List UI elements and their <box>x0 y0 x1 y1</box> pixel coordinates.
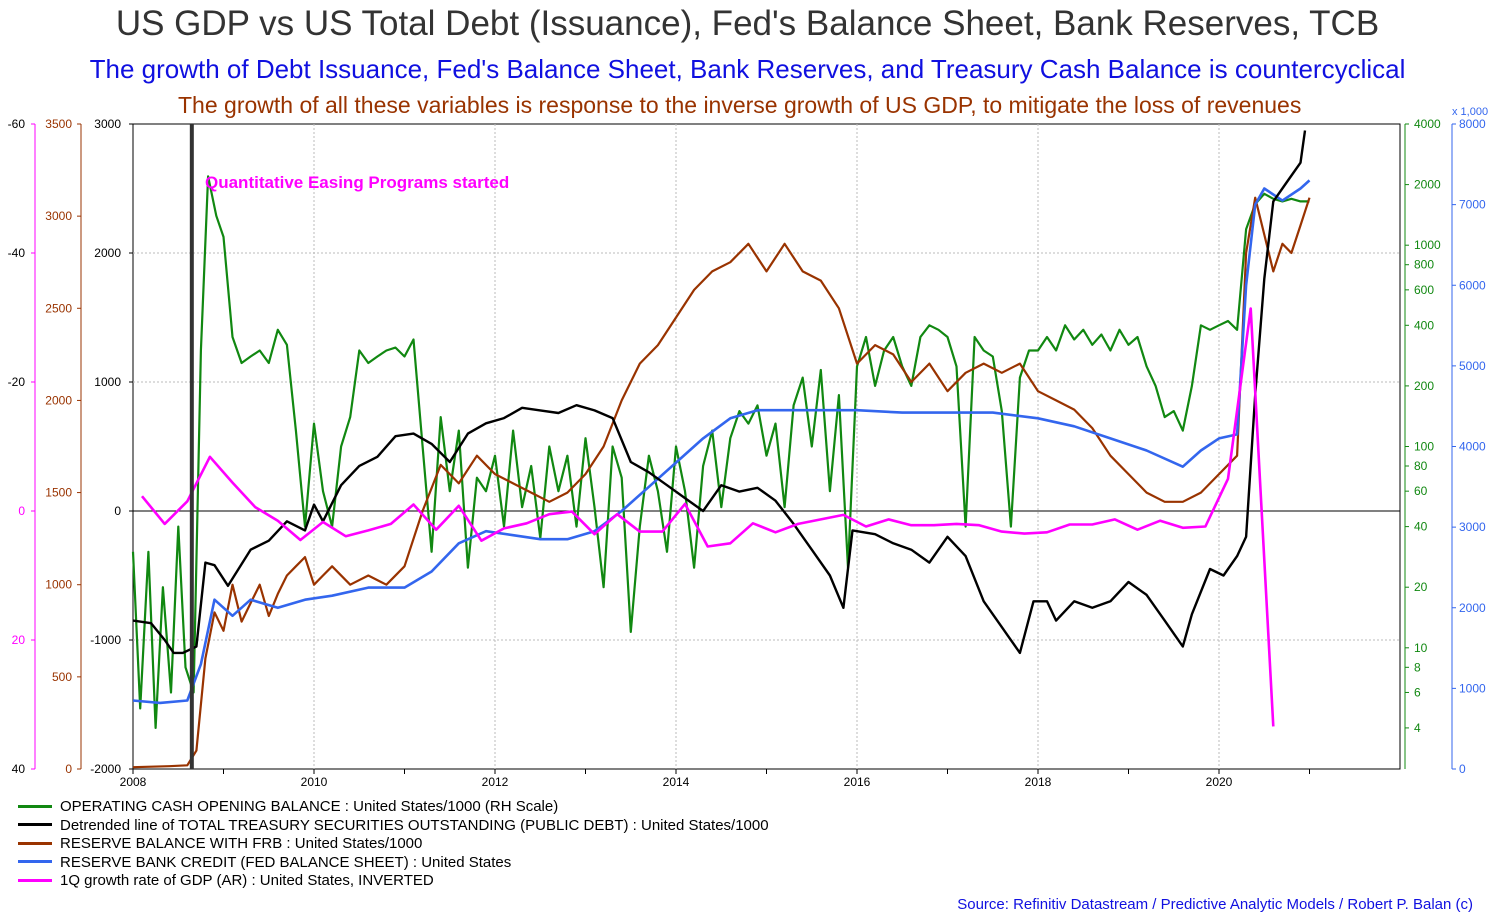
legend-swatch-black <box>18 823 52 827</box>
legend-item-blue: RESERVE BANK CREDIT (FED BALANCE SHEET) … <box>18 854 769 873</box>
blue-axis-label: 1000 <box>1459 681 1486 695</box>
brown-axis-label: 1500 <box>45 486 72 500</box>
magenta-axis-label: -40 <box>8 246 26 260</box>
legend-item-brown: RESERVE BALANCE WITH FRB : United States… <box>18 835 769 854</box>
blue-axis-label: 7000 <box>1459 198 1486 212</box>
blue-axis-label: 8000 <box>1459 117 1486 131</box>
brown-axis-label: 2500 <box>45 301 72 315</box>
green-axis-label: 20 <box>1414 580 1428 594</box>
green-axis-label: 800 <box>1414 258 1434 272</box>
legend-label-blue: RESERVE BANK CREDIT (FED BALANCE SHEET) … <box>60 853 512 871</box>
green-axis-label: 1000 <box>1414 238 1441 252</box>
chart-subtitle: The growth of Debt Issuance, Fed's Balan… <box>89 54 1406 84</box>
black-axis-label: -2000 <box>90 762 121 776</box>
brown-axis-label: 0 <box>65 762 72 776</box>
black-axis-label: 1000 <box>94 375 121 389</box>
legend-label-black: Detrended line of TOTAL TREASURY SECURIT… <box>60 816 769 834</box>
black-axis-label: 2000 <box>94 246 121 260</box>
green-axis-label: 6 <box>1414 685 1421 699</box>
black-axis-label: -1000 <box>90 633 121 647</box>
brown-axis-label: 500 <box>52 670 72 684</box>
legend-label-brown: RESERVE BALANCE WITH FRB : United States… <box>60 835 423 852</box>
green-axis-label: 10 <box>1414 641 1428 655</box>
x-tick-label: 2020 <box>1206 775 1233 789</box>
blue-axis-label: 0 <box>1459 762 1466 776</box>
legend-swatch-brown <box>18 841 52 845</box>
brown-axis-label: 1000 <box>45 578 72 592</box>
magenta-axis-label: 0 <box>18 504 25 518</box>
blue-axis-label: 3000 <box>1459 520 1486 534</box>
series-line-reserve-balance <box>132 196 1311 769</box>
x-tick-label: 2016 <box>844 775 871 789</box>
qe-annotation: Quantitative Easing Programs started <box>205 173 509 192</box>
x-tick-label: 2014 <box>663 775 690 789</box>
magenta-axis-label: -60 <box>8 117 26 131</box>
legend-item-green: OPERATING CASH OPENING BALANCE : United … <box>18 798 769 817</box>
green-axis-label: 80 <box>1414 459 1428 473</box>
magenta-axis-label: 20 <box>12 633 26 647</box>
legend-swatch-magenta <box>18 878 52 882</box>
blue-axis-label: 5000 <box>1459 359 1486 373</box>
chart-title: US GDP vs US Total Debt (Issuance), Fed'… <box>115 4 1380 43</box>
green-axis-label: 8 <box>1414 660 1421 674</box>
chart-subtitle-2: The growth of all these variables is res… <box>178 92 1302 118</box>
blue-axis-label: 4000 <box>1459 440 1486 454</box>
green-axis-label: 100 <box>1414 440 1434 454</box>
legend-label-magenta: 1Q growth rate of GDP (AR) : United Stat… <box>60 872 434 889</box>
legend-item-black: Detrended line of TOTAL TREASURY SECURIT… <box>18 817 769 836</box>
legend-item-magenta: 1Q growth rate of GDP (AR) : United Stat… <box>18 872 769 891</box>
brown-axis-label: 2000 <box>45 393 72 407</box>
green-axis-label: 600 <box>1414 283 1434 297</box>
brown-axis-label: 3500 <box>45 117 72 131</box>
series-line-gdp-inverted <box>140 307 1275 727</box>
green-axis-label: 40 <box>1414 520 1428 534</box>
legend-label-green: OPERATING CASH OPENING BALANCE : United … <box>60 798 559 815</box>
green-axis-label: 4000 <box>1414 117 1441 131</box>
brown-axis-label: 3000 <box>45 209 72 223</box>
series-line-operating-cash <box>131 175 1310 729</box>
x-tick-label: 2008 <box>120 775 147 789</box>
x-tick-label: 2018 <box>1025 775 1052 789</box>
magenta-axis-label: -20 <box>8 375 26 389</box>
legend-swatch-blue <box>18 860 52 864</box>
x-tick-label: 2012 <box>482 775 509 789</box>
green-axis-label: 2000 <box>1414 178 1441 192</box>
green-axis-label: 4 <box>1414 721 1421 735</box>
series-line-fed-balance-sheet <box>132 179 1311 705</box>
black-axis-label: 3000 <box>94 117 121 131</box>
blue-axis-label: 6000 <box>1459 278 1486 292</box>
source-credit: Source: Refinitiv Datastream / Predictiv… <box>957 896 1473 913</box>
series-line-public-debt <box>132 130 1307 655</box>
plot-frame <box>132 123 1401 770</box>
blue-axis-unit: x 1,000 <box>1452 106 1488 118</box>
legend: OPERATING CASH OPENING BALANCE : United … <box>18 798 769 891</box>
black-axis-label: 0 <box>114 504 121 518</box>
x-tick-label: 2010 <box>301 775 328 789</box>
blue-axis-label: 2000 <box>1459 601 1486 615</box>
green-axis-label: 200 <box>1414 379 1434 393</box>
legend-swatch-green <box>18 804 52 808</box>
green-axis-label: 400 <box>1414 318 1434 332</box>
magenta-axis-label: 40 <box>12 762 26 776</box>
green-axis-label: 60 <box>1414 484 1428 498</box>
